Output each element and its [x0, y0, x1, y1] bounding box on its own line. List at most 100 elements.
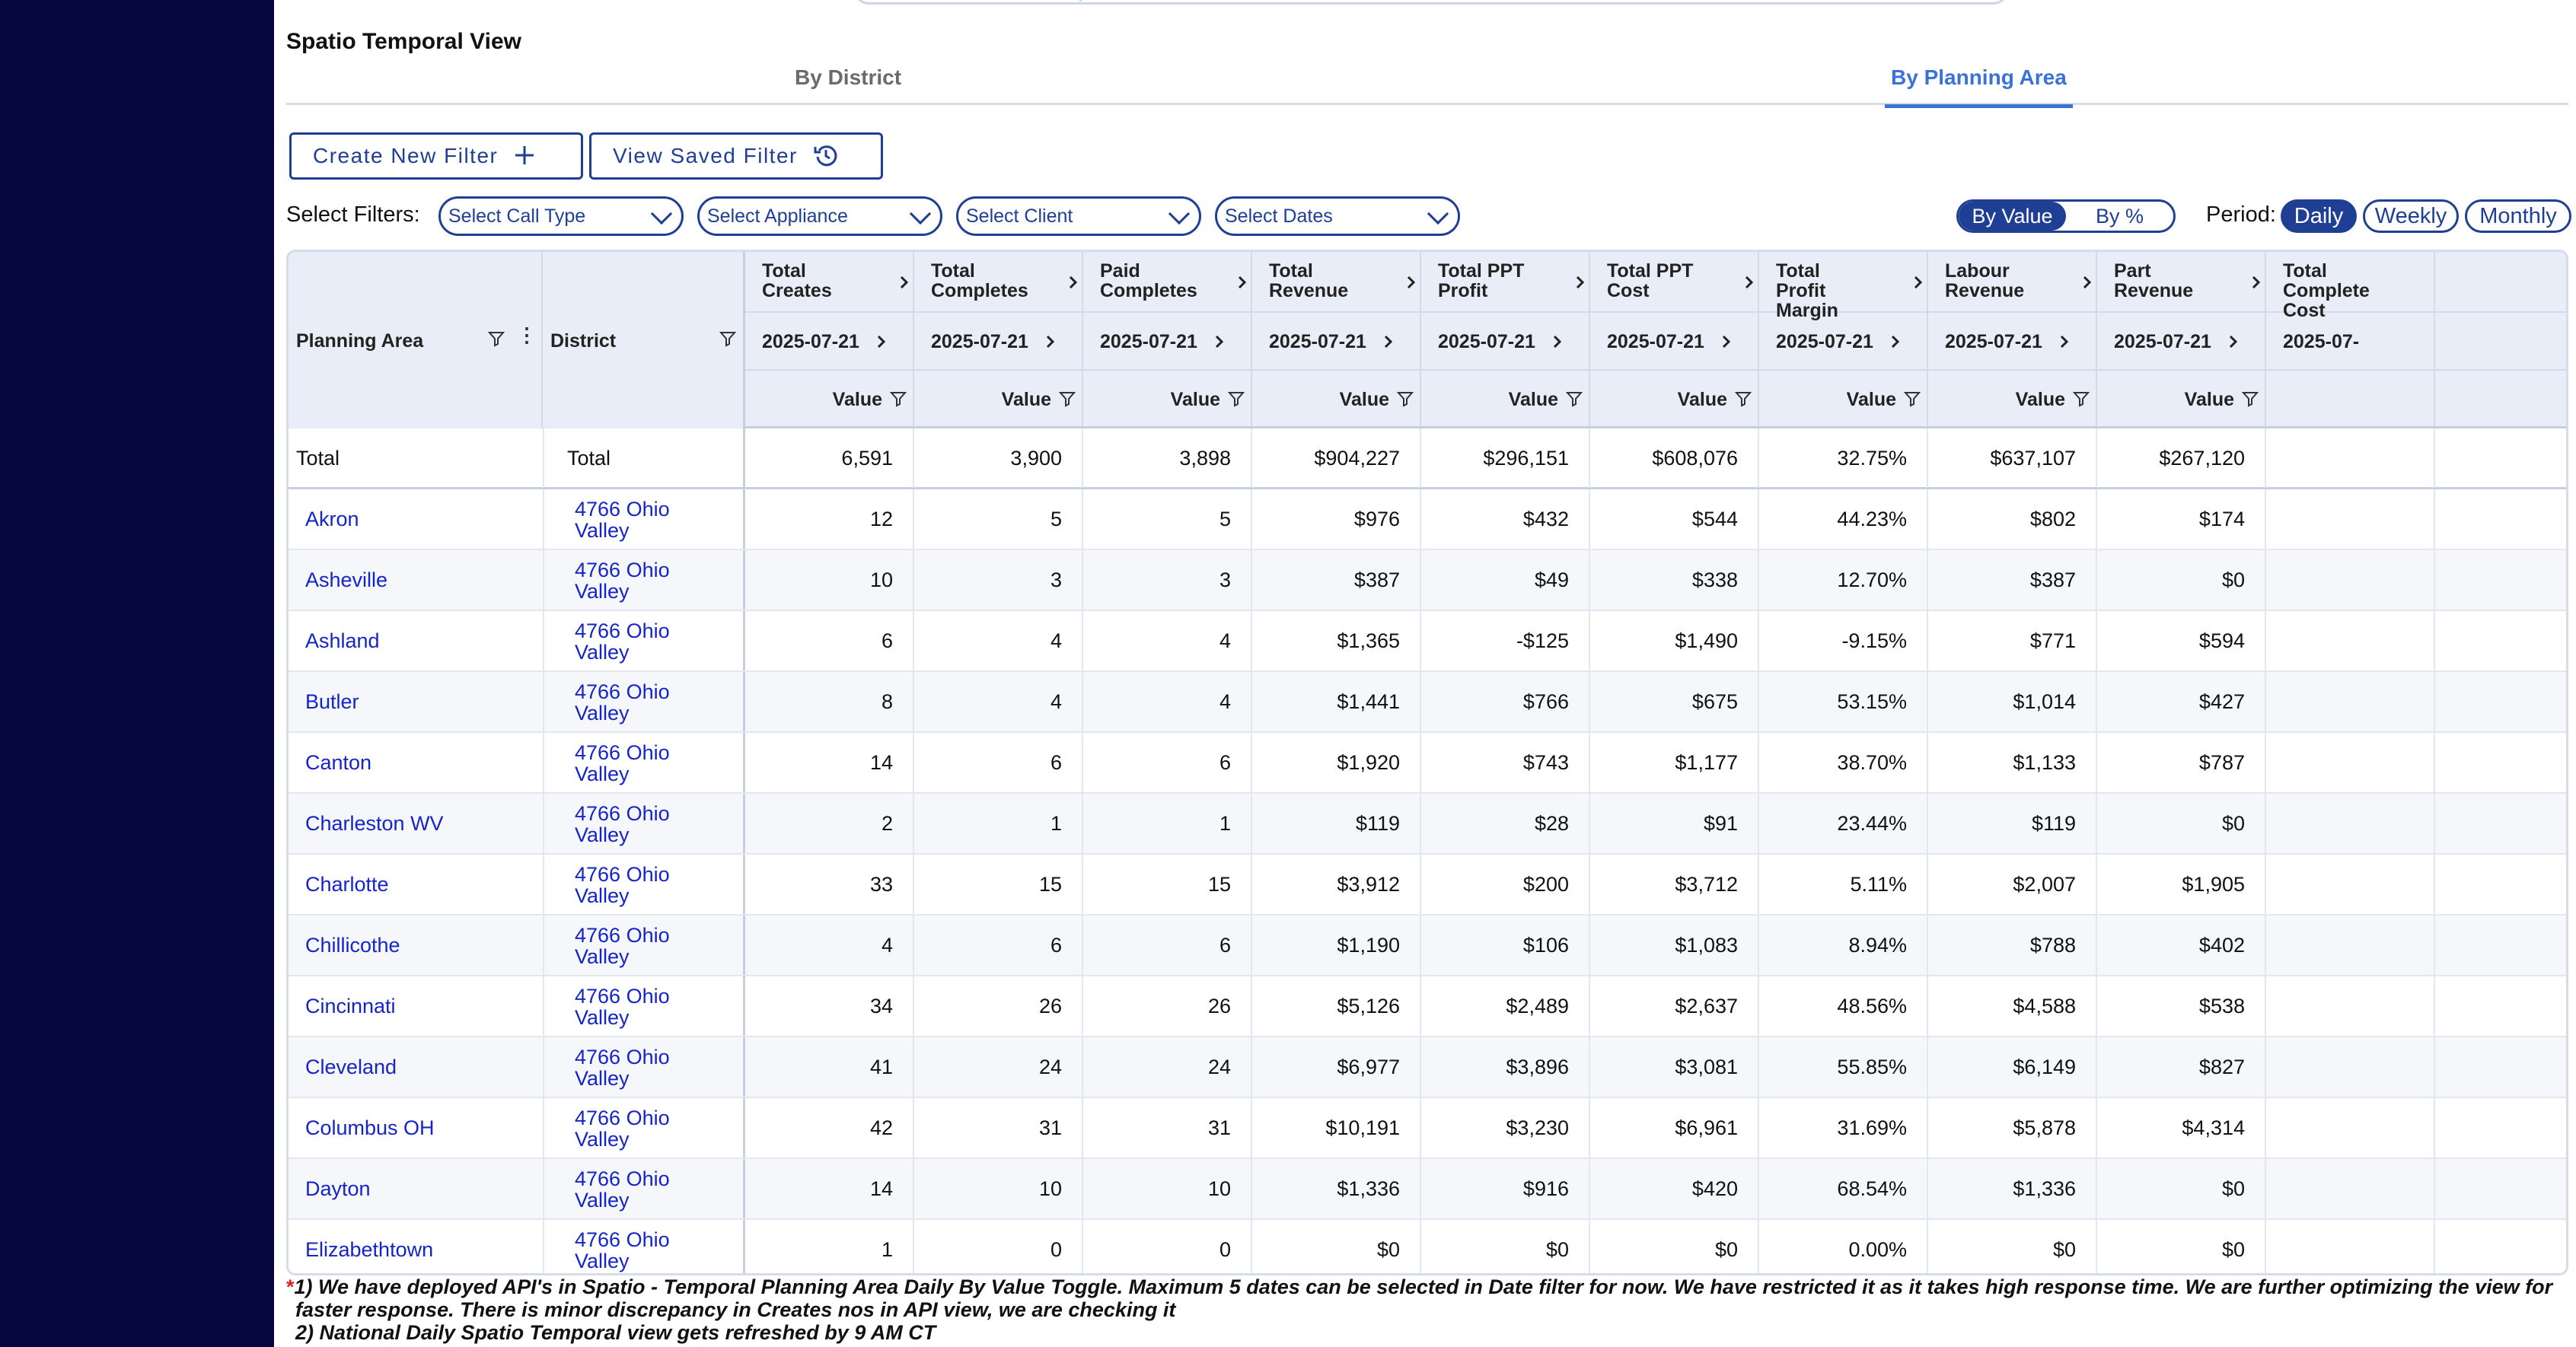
planning-area-link[interactable]: Ashland — [305, 629, 380, 652]
filter-icon[interactable] — [1565, 390, 1583, 411]
district-link[interactable]: 4766 Ohio Valley — [575, 863, 670, 907]
filter-icon[interactable] — [1734, 390, 1752, 411]
chevron-right-icon[interactable] — [1575, 275, 1586, 294]
planning-area-link[interactable]: Charlotte — [305, 873, 389, 896]
chevron-right-icon[interactable] — [876, 334, 887, 353]
tab-by-planning-area[interactable]: By Planning Area — [1885, 65, 2073, 108]
filter-icon[interactable] — [1058, 390, 1076, 411]
district-link[interactable]: 4766 Ohio Valley — [575, 619, 670, 664]
district-link[interactable]: 4766 Ohio Valley — [575, 1167, 670, 1212]
chevron-right-icon[interactable] — [2059, 334, 2070, 353]
metric-header-9[interactable]: Total Complete Cost — [2266, 252, 2435, 320]
planning-area-link[interactable]: Dayton — [305, 1177, 371, 1200]
view-saved-filter-button[interactable]: View Saved Filter — [589, 132, 883, 180]
metric-value-header-8[interactable]: Value — [2097, 371, 2266, 426]
metric-header-2[interactable]: Paid Completes — [1083, 252, 1252, 311]
planning-area-link[interactable]: Charleston WV — [305, 812, 444, 835]
metric-header-7[interactable]: Labour Revenue — [1928, 252, 2097, 311]
planning-area-link[interactable]: Cincinnati — [305, 995, 396, 1017]
metric-header-5[interactable]: Total PPT Cost — [1590, 252, 1759, 311]
planning-area-link[interactable]: Columbus OH — [305, 1116, 435, 1139]
filter-icon[interactable] — [487, 330, 505, 347]
chevron-right-icon[interactable] — [2228, 334, 2239, 353]
metric-date-header-8[interactable]: 2025-07-21 — [2097, 313, 2266, 369]
filter-icon[interactable] — [2072, 390, 2090, 411]
planning-area-link[interactable]: Akron — [305, 508, 359, 530]
metric-date-header-1[interactable]: 2025-07-21 — [914, 313, 1083, 369]
filter-icon[interactable] — [889, 390, 907, 411]
kebab-icon[interactable]: ⋮ — [517, 323, 537, 346]
toggle-by-value[interactable]: By Value — [1959, 202, 2066, 231]
chevron-right-icon[interactable] — [1890, 334, 1901, 353]
metric-value-header-3[interactable]: Value — [1252, 371, 1421, 426]
district-link[interactable]: 4766 Ohio Valley — [575, 1228, 670, 1272]
metric-date-header-7[interactable]: 2025-07-21 — [1928, 313, 2097, 369]
filter-icon[interactable] — [1227, 390, 1245, 411]
period-weekly[interactable]: Weekly — [2363, 199, 2459, 233]
planning-area-link[interactable]: Chillicothe — [305, 934, 400, 957]
district-link[interactable]: 4766 Ohio Valley — [575, 498, 670, 542]
metric-header-6[interactable]: Total Profit Margin — [1759, 252, 1928, 320]
planning-area-link[interactable]: Canton — [305, 751, 372, 774]
metric-header-1[interactable]: Total Completes — [914, 252, 1083, 311]
metric-value-header-4[interactable]: Value — [1421, 371, 1590, 426]
metric-header-8[interactable]: Part Revenue — [2097, 252, 2266, 311]
metric-value-header-6[interactable]: Value — [1759, 371, 1928, 426]
district-link[interactable]: 4766 Ohio Valley — [575, 1046, 670, 1090]
planning-area-link[interactable]: Asheville — [305, 568, 388, 591]
metric-header-3[interactable]: Total Revenue — [1252, 252, 1421, 311]
metric-date-header-3[interactable]: 2025-07-21 — [1252, 313, 1421, 369]
district-link[interactable]: 4766 Ohio Valley — [575, 741, 670, 785]
filter-icon[interactable] — [2241, 390, 2259, 411]
period-daily[interactable]: Daily — [2281, 199, 2357, 233]
planning-area-link[interactable]: Butler — [305, 690, 359, 713]
chevron-right-icon[interactable] — [2251, 275, 2262, 294]
metric-date-header-4[interactable]: 2025-07-21 — [1421, 313, 1590, 369]
metric-date-header-6[interactable]: 2025-07-21 — [1759, 313, 1928, 369]
chevron-right-icon[interactable] — [1406, 275, 1417, 294]
chevron-right-icon[interactable] — [1913, 275, 1924, 294]
top-search-bar[interactable] — [853, 0, 2010, 5]
client-select[interactable]: Select Client — [956, 196, 1201, 236]
metric-header-4[interactable]: Total PPT Profit — [1421, 252, 1590, 311]
chevron-right-icon[interactable] — [1744, 275, 1755, 294]
toggle-by-percent[interactable]: By % — [2095, 205, 2144, 228]
chevron-right-icon[interactable] — [1045, 334, 1056, 353]
create-new-filter-button[interactable]: Create New Filter — [289, 132, 583, 180]
filter-icon[interactable] — [1396, 390, 1414, 411]
appliance-select[interactable]: Select Appliance — [697, 196, 942, 236]
metric-date-header-5[interactable]: 2025-07-21 — [1590, 313, 1759, 369]
district-header[interactable]: District — [543, 252, 745, 428]
metric-date-header-0[interactable]: 2025-07-21 — [745, 313, 914, 369]
call-type-select[interactable]: Select Call Type — [438, 196, 684, 236]
chevron-right-icon[interactable] — [1214, 334, 1225, 353]
district-link[interactable]: 4766 Ohio Valley — [575, 559, 670, 603]
planning-area-header[interactable]: Planning Area ⋮ — [289, 252, 543, 428]
chevron-right-icon[interactable] — [2082, 275, 2093, 294]
dates-select[interactable]: Select Dates — [1215, 196, 1460, 236]
chevron-right-icon[interactable] — [1552, 334, 1563, 353]
filter-icon[interactable] — [719, 330, 737, 347]
period-monthly[interactable]: Monthly — [2465, 199, 2571, 233]
metric-value-header-1[interactable]: Value — [914, 371, 1083, 426]
metric-value-header-9[interactable] — [2266, 371, 2435, 426]
chevron-right-icon[interactable] — [1068, 275, 1079, 294]
metric-value-header-5[interactable]: Value — [1590, 371, 1759, 426]
metric-date-header-2[interactable]: 2025-07-21 — [1083, 313, 1252, 369]
metric-value-header-2[interactable]: Value — [1083, 371, 1252, 426]
metric-value-header-0[interactable]: Value — [745, 371, 914, 426]
district-link[interactable]: 4766 Ohio Valley — [575, 1107, 670, 1151]
chevron-right-icon[interactable] — [1237, 275, 1248, 294]
district-link[interactable]: 4766 Ohio Valley — [575, 802, 670, 846]
metric-value-header-7[interactable]: Value — [1928, 371, 2097, 426]
metric-header-0[interactable]: Total Creates — [745, 252, 914, 311]
tab-by-district[interactable]: By District — [795, 65, 902, 89]
district-link[interactable]: 4766 Ohio Valley — [575, 985, 670, 1029]
planning-area-link[interactable]: Elizabethtown — [305, 1238, 434, 1261]
planning-area-link[interactable]: Cleveland — [305, 1056, 397, 1078]
chevron-right-icon[interactable] — [899, 275, 910, 294]
metric-date-header-9[interactable]: 2025-07- — [2266, 313, 2435, 369]
district-link[interactable]: 4766 Ohio Valley — [575, 924, 670, 968]
district-link[interactable]: 4766 Ohio Valley — [575, 680, 670, 724]
chevron-right-icon[interactable] — [1383, 334, 1394, 353]
